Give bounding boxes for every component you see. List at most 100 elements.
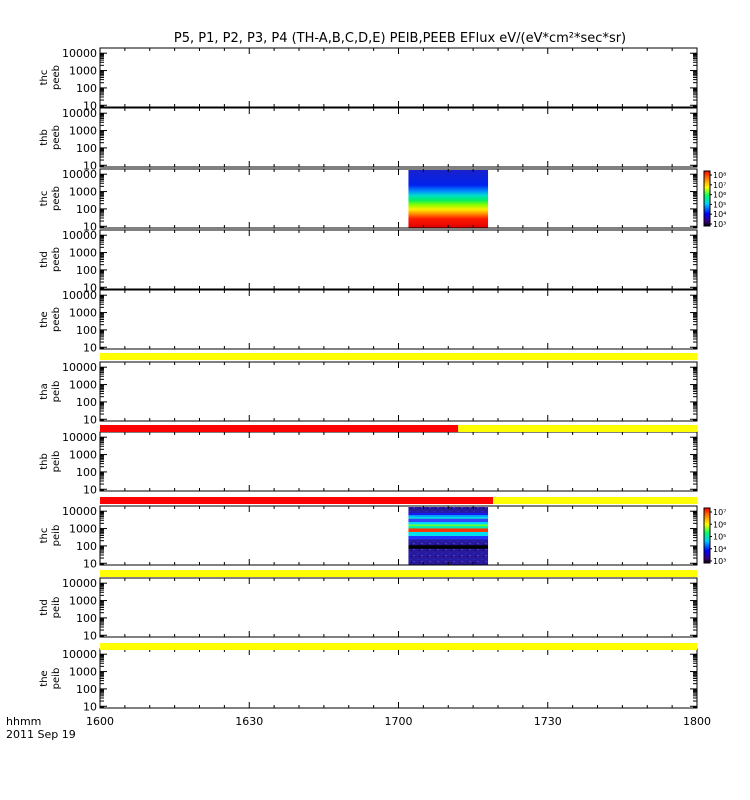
panel-product-label: peib: [51, 597, 62, 619]
panel-product-label: peeb: [51, 125, 62, 150]
colorbar-label: 10⁸: [713, 171, 726, 180]
status-segment: [100, 353, 697, 360]
panel-probe-label: tha: [39, 383, 50, 399]
status-bar: [100, 353, 697, 360]
y-tick-label: 10: [83, 557, 97, 570]
y-tick-label: 100: [76, 466, 97, 479]
x-tick-label: 1730: [534, 715, 562, 728]
y-tick-label: 1000: [69, 595, 97, 608]
panel-frame: [99, 431, 698, 492]
panel-probe-label: thc: [39, 70, 50, 86]
y-tick-label: 1000: [69, 307, 97, 320]
y-tick-label: 1000: [69, 449, 97, 462]
y-tick-label: 100: [76, 683, 97, 696]
status-bar: [100, 570, 697, 577]
status-segment: [100, 425, 459, 432]
colorbar-label: 10⁴: [713, 210, 726, 219]
y-tick-label: 10000: [62, 648, 97, 661]
panel-frame: [99, 648, 698, 709]
panel-product-label: peeb: [51, 186, 62, 211]
panel-frame: [99, 107, 698, 168]
x-axis: 1600 1630 1700 1730 1800 hhmm 2011 Sep 19: [6, 715, 711, 741]
panel-frame: [99, 168, 698, 229]
y-tick-label: 1000: [69, 186, 97, 199]
panel-product-label: peeb: [51, 307, 62, 332]
x-tick-label: 1600: [86, 715, 114, 728]
panel-thb-peeb: 10 100 1000 10000 thb peeb: [39, 107, 698, 172]
panel-product-label: peeb: [51, 65, 62, 90]
colorbar-label: 10⁴: [713, 545, 726, 554]
colorbar-label: 10⁷: [713, 181, 726, 190]
panel-product-label: peib: [51, 381, 62, 403]
y-tick-label: 10000: [62, 577, 97, 590]
y-tick-label: 10000: [62, 107, 97, 120]
panel-product-label: peib: [51, 451, 62, 473]
x-tick-label: 1630: [235, 715, 263, 728]
y-tick-label: 100: [76, 540, 97, 553]
x-tick-label: 1700: [385, 715, 413, 728]
x-axis-label: hhmm: [6, 715, 41, 728]
panel-frame: [99, 505, 698, 566]
y-tick-label: 100: [76, 203, 97, 216]
y-tick-label: 100: [76, 264, 97, 277]
y-tick-label: 1000: [69, 247, 97, 260]
colorbar-label: 10⁷: [713, 508, 726, 517]
status-bar: [100, 497, 697, 504]
panel-probe-label: the: [39, 670, 50, 686]
y-tick-label: 10: [83, 220, 97, 233]
y-tick-label: 1000: [69, 379, 97, 392]
y-tick-label: 100: [76, 142, 97, 155]
colorbar-label: 10⁵: [713, 533, 726, 542]
y-tick-label: 1000: [69, 125, 97, 138]
panel-thb-peib: 10 100 1000 10000 thb peib: [39, 431, 698, 496]
status-segment: [100, 643, 697, 650]
y-tick-label: 1000: [69, 666, 97, 679]
panel-frame: [99, 229, 698, 290]
colorbar-label: 10⁶: [713, 520, 726, 529]
y-tick-label: 10: [83, 413, 97, 426]
panel-the-peib: 10 100 1000 10000 the peib: [39, 648, 698, 713]
panel-the-peeb: 10 100 1000 10000 the peeb: [39, 289, 698, 354]
y-tick-label: 10000: [62, 361, 97, 374]
status-segment: [100, 570, 697, 577]
x-tick-labels: 1600 1630 1700 1730 1800: [86, 715, 711, 728]
panel-frame: [99, 47, 698, 108]
panel-frame: [99, 577, 698, 638]
y-tick-label: 10000: [62, 47, 97, 60]
y-tick-label: 10000: [62, 289, 97, 302]
x-axis-date: 2011 Sep 19: [6, 728, 76, 741]
y-tick-label: 100: [76, 612, 97, 625]
panel-probe-label: thd: [39, 251, 50, 268]
y-tick-label: 100: [76, 396, 97, 409]
status-bars: [100, 353, 697, 650]
status-segment: [493, 497, 697, 504]
spectrogram-data: [408, 507, 489, 566]
y-tick-label: 1000: [69, 65, 97, 78]
y-tick-label: 1000: [69, 523, 97, 536]
colorbar-label: 10⁵: [713, 200, 726, 209]
status-bar: [100, 425, 697, 432]
panel-thc-peeb: 10 100 1000 10000 thc peeb: [39, 47, 698, 112]
y-tick-label: 10: [83, 281, 97, 294]
colorbar-label: 10³: [713, 220, 726, 229]
colorbar-label: 10⁶: [713, 191, 726, 200]
spectrogram-data: [408, 170, 489, 228]
y-tick-label: 10: [83, 99, 97, 112]
panel-probe-label: thd: [39, 599, 50, 616]
y-tick-label: 10: [83, 700, 97, 713]
panel-product-label: peib: [51, 525, 62, 547]
y-tick-label: 10000: [62, 229, 97, 242]
colorbar: 10⁷ 10⁶ 10⁵ 10⁴ 10³: [703, 507, 726, 566]
y-tick-label: 10000: [62, 431, 97, 444]
panel-thc-peib: 10⁷ 10⁶ 10⁵ 10⁴ 10³ 10 100 1000 10000 thc peib: [39, 505, 726, 570]
panel-thd-peib: 10 100 1000 10000 thd peib: [39, 577, 698, 642]
y-tick-label: 10: [83, 159, 97, 172]
y-tick-label: 100: [76, 324, 97, 337]
y-tick-label: 100: [76, 82, 97, 95]
x-tick-label: 1800: [683, 715, 711, 728]
y-tick-label: 10: [83, 629, 97, 642]
panel-probe-label: thb: [39, 453, 50, 470]
